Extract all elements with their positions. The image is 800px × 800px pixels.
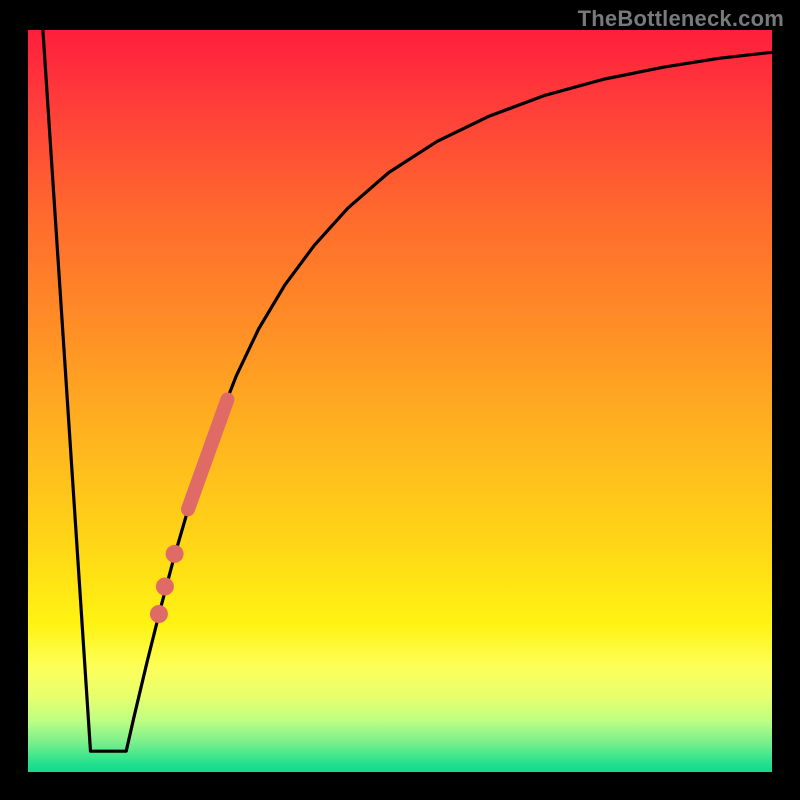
highlight-dot	[156, 578, 174, 596]
highlight-segment	[188, 400, 227, 510]
watermark-label: TheBottleneck.com	[578, 6, 784, 32]
bottleneck-curve-layer	[28, 30, 772, 772]
chart-frame: TheBottleneck.com	[0, 0, 800, 800]
bottleneck-curve	[43, 30, 772, 751]
highlight-dot	[166, 545, 184, 563]
highlight-dot	[150, 605, 168, 623]
highlight-dots	[150, 545, 184, 623]
